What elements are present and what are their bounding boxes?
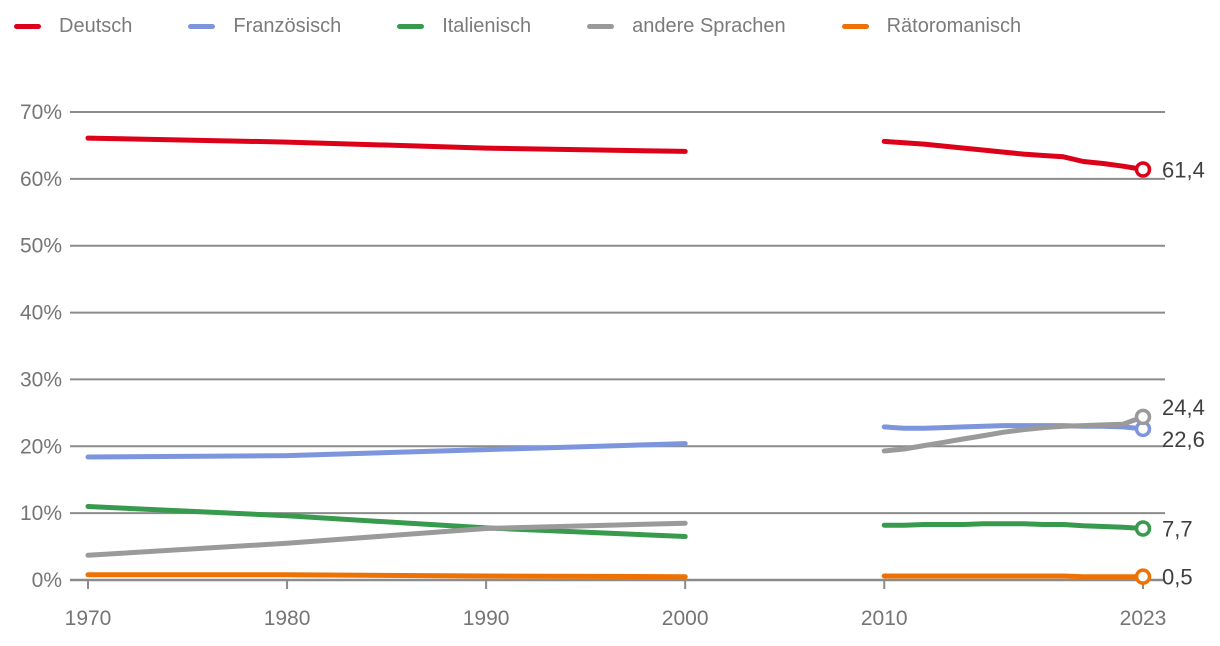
legend-item-italienisch[interactable]: Italienisch bbox=[397, 15, 531, 38]
end-marker-italienisch bbox=[1134, 520, 1152, 537]
y-axis-label-0: 0% bbox=[32, 569, 62, 592]
x-axis-label-1990: 1990 bbox=[463, 607, 510, 630]
legend-label-deutsch: Deutsch bbox=[59, 15, 133, 37]
legend-dash-icon bbox=[397, 24, 425, 29]
legend-label-franzoesisch: Französisch bbox=[233, 15, 342, 37]
legend-label-raetoromanisch: Rätoromanisch bbox=[886, 15, 1022, 37]
x-axis-label-1980: 1980 bbox=[264, 607, 311, 630]
legend-item-raetoromanisch[interactable]: Rätoromanisch bbox=[841, 15, 1022, 38]
legend-dash-icon bbox=[14, 24, 41, 29]
line-rätoromanisch-seg0 bbox=[85, 572, 688, 580]
legend-dash-icon bbox=[587, 24, 615, 29]
y-axis-label-20: 20% bbox=[20, 435, 62, 458]
legend-item-franzoesisch[interactable]: Französisch bbox=[188, 15, 341, 38]
chart-legend: Deutsch Französisch Italienisch andere S… bbox=[14, 15, 1021, 38]
line-rätoromanisch-seg1 bbox=[881, 573, 1146, 580]
line-andere-sprachen-seg1 bbox=[881, 414, 1146, 454]
line-italienisch-seg1 bbox=[881, 521, 1146, 531]
end-value-label-andere-sprachen: 24,4 bbox=[1162, 395, 1205, 420]
end-marker-andere-sprachen bbox=[1134, 408, 1152, 426]
legend-dash-icon bbox=[188, 24, 216, 29]
legend-label-andere-sprachen: andere Sprachen bbox=[632, 15, 786, 37]
y-axis-label-10: 10% bbox=[20, 502, 62, 525]
x-axis-label-2010: 2010 bbox=[861, 607, 908, 630]
legend-dash-icon bbox=[841, 24, 869, 29]
line-italienisch-seg0 bbox=[85, 504, 688, 539]
end-marker-deutsch bbox=[1134, 161, 1152, 178]
y-axis-label-30: 30% bbox=[20, 368, 62, 391]
x-axis-label-2023: 2023 bbox=[1120, 607, 1167, 630]
y-axis-label-40: 40% bbox=[20, 302, 62, 325]
y-axis-label-60: 60% bbox=[20, 168, 62, 191]
end-value-label-deutsch: 61,4 bbox=[1162, 157, 1205, 182]
y-axis-label-50: 50% bbox=[20, 235, 62, 258]
legend-label-italienisch: Italienisch bbox=[442, 15, 532, 37]
x-axis-label-2000: 2000 bbox=[662, 607, 709, 630]
end-value-label-rätoromanisch: 0,5 bbox=[1162, 565, 1193, 590]
y-axis-label-70: 70% bbox=[20, 101, 62, 124]
end-marker-rätoromanisch bbox=[1134, 568, 1152, 585]
x-axis-label-1970: 1970 bbox=[65, 607, 112, 630]
end-value-label-französisch: 22,6 bbox=[1162, 427, 1205, 452]
end-value-label-italienisch: 7,7 bbox=[1162, 517, 1193, 542]
legend-item-andere-sprachen[interactable]: andere Sprachen bbox=[587, 15, 786, 38]
line-deutsch-seg0 bbox=[85, 135, 688, 154]
line-deutsch-seg1 bbox=[881, 138, 1146, 172]
legend-item-deutsch[interactable]: Deutsch bbox=[14, 15, 132, 38]
line-französisch-seg0 bbox=[85, 441, 688, 460]
line-andere-sprachen-seg0 bbox=[85, 520, 688, 558]
